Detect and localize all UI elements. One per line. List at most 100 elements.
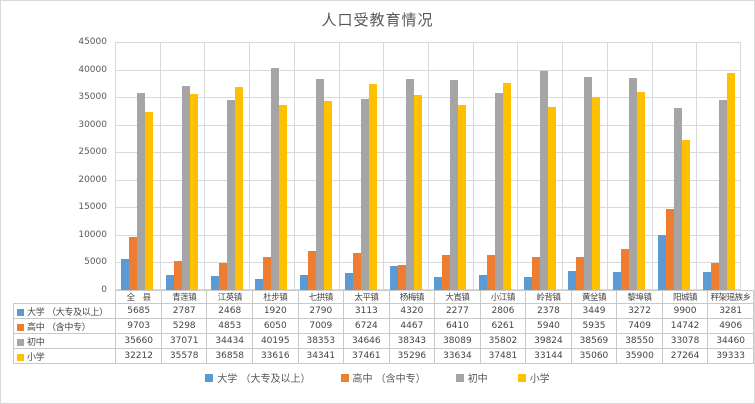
table-col-header: 杜步镇 [252,290,299,304]
bar [210,276,219,290]
bar [413,95,422,290]
legend-label: 高中 （含中专） [352,374,426,385]
bar [218,263,227,290]
bar-cluster [160,42,205,290]
table-col-header: 杨梅镇 [388,290,436,304]
bar [576,257,585,290]
table-cell: 33634 [434,348,481,364]
y-axis-tick-label: 40000 [78,65,107,75]
table-col-header: 黄坌镇 [570,290,618,304]
table-col-header: 阳城镇 [661,290,709,304]
series-row-label: 大学 （大专及以上） [12,303,117,319]
table-cell: 38569 [570,333,618,349]
bar [397,265,406,290]
v-gridline [383,42,384,290]
bar [458,105,467,290]
legend-swatch [517,373,526,382]
series-row-label: 高中 （含中专） [12,318,117,334]
v-gridline [339,42,340,290]
bar [316,79,325,290]
bar-cluster [115,42,160,290]
table-col-header: 黎埠镇 [616,290,663,304]
table-cell: 4853 [206,318,253,334]
bar [539,71,548,290]
bar [255,279,264,290]
bar [681,140,690,290]
table-cell: 5685 [115,303,162,319]
v-gridline [473,42,474,290]
bar-cluster [607,42,652,290]
bar [271,68,280,290]
y-axis-tick-label: 25000 [78,147,107,157]
table-cell: 34646 [343,333,390,349]
plot-area [115,42,741,290]
bar [324,101,333,290]
bar [434,277,443,290]
bar [621,249,630,290]
bar [450,80,459,290]
table-cell: 4906 [707,318,754,334]
bar [174,261,183,290]
table-col-header: 小江镇 [479,290,527,304]
table-cell: 40195 [252,333,299,349]
table-col-header: 岭背镇 [525,290,572,304]
bar [279,105,288,290]
legend-key-swatch [17,323,24,331]
y-axis-tick-label: 10000 [78,230,107,240]
bar [665,209,674,290]
bar-cluster [517,42,562,290]
table-col-header: 七拱镇 [297,290,345,304]
bar [263,257,272,290]
y-axis-tick-label: 20000 [78,175,107,185]
bar-cluster [473,42,518,290]
table-row: 小学 32212 35578 36858 33616 34341 37461 35296 336… [12,348,754,364]
legend-item: 高中 （含中专） [340,370,426,385]
bar [531,257,540,290]
bar-cluster [562,42,607,290]
legend-label: 小学 [529,374,550,385]
bar [584,77,593,290]
v-gridline [115,42,116,290]
table-cell: 4467 [388,318,436,334]
bar [129,237,138,290]
series-row-label: 小学 [12,348,117,364]
bar [629,78,638,290]
table-cell: 6724 [343,318,390,334]
table-col-header: 太平镇 [343,290,390,304]
bar [523,277,532,290]
legend-item: 大学 （大专及以上） [205,370,311,385]
chart-title: 人口受教育情况 [321,11,434,29]
legend: 大学 （大专及以上） 高中 （含中专） 初中 小学 [1,370,754,385]
table-cell: 2787 [160,303,208,319]
bar [503,83,512,290]
table-cell: 7009 [297,318,345,334]
v-gridline [204,42,205,290]
bar-cluster [204,42,249,290]
table-row: 高中 （含中专） 9703 5298 4853 6050 7009 6724 4467 6410… [12,318,754,334]
table-cell: 7409 [616,318,663,334]
legend-swatch [455,373,464,382]
v-gridline [607,42,608,290]
legend-swatch [340,373,349,382]
table-cell: 38550 [616,333,663,349]
v-gridline [652,42,653,290]
table-cell: 35802 [479,333,527,349]
table-col-header: 大崀镇 [434,290,481,304]
legend-label: 初中 [467,374,488,385]
table-cell: 33144 [525,348,572,364]
legend-key-swatch [17,308,24,316]
bar [442,255,451,290]
table-cell: 4320 [388,303,436,319]
bar-cluster [696,42,741,290]
bar [718,100,727,290]
bar [308,251,317,290]
bar [673,108,682,290]
table-cell: 35060 [570,348,618,364]
table-cell: 37461 [343,348,390,364]
table-row: 初中 35660 37071 34434 40195 38353 34646 38343 380… [12,333,754,349]
table-cell: 6410 [434,318,481,334]
v-gridline [696,42,697,290]
table-cell: 3272 [616,303,663,319]
y-axis-tick-label: 0 [101,285,107,295]
